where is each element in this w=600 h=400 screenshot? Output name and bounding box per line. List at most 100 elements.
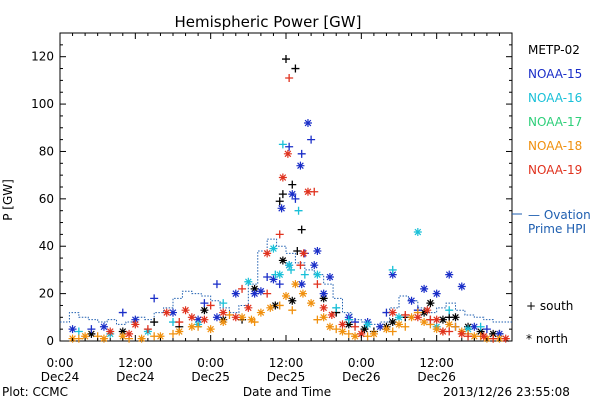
north-marker <box>388 318 397 327</box>
south-marker <box>150 294 159 303</box>
north-marker <box>118 332 127 341</box>
north-marker <box>275 270 284 279</box>
north-marker <box>269 275 278 284</box>
south-marker <box>288 180 297 189</box>
y-tick-label: 0 <box>46 334 54 348</box>
north-marker <box>476 327 485 336</box>
south-marker <box>313 280 322 289</box>
north-marker <box>376 322 385 331</box>
north-marker <box>288 296 297 305</box>
legend-item-noaa-15: NOAA-15 <box>528 67 582 81</box>
south-marker <box>194 322 203 331</box>
south-marker <box>476 322 485 331</box>
x-tick-label-date: Dec25 <box>267 370 306 384</box>
north-marker <box>423 306 432 315</box>
north-marker <box>244 277 253 286</box>
north-marker <box>219 308 228 317</box>
north-marker <box>327 310 336 319</box>
south-marker <box>118 308 127 317</box>
south-marker <box>263 273 272 282</box>
north-marker <box>310 261 319 270</box>
north-marker <box>307 299 316 308</box>
series-noaa-18 <box>68 280 504 343</box>
north-marker <box>256 308 265 317</box>
south-marker <box>445 313 454 322</box>
north-marker <box>338 320 347 329</box>
south-marker <box>363 332 372 341</box>
north-marker <box>288 190 297 199</box>
y-tick-label: 100 <box>31 97 54 111</box>
north-marker <box>438 327 447 336</box>
north-marker <box>407 296 416 305</box>
south-marker <box>388 327 397 336</box>
south-marker <box>293 246 302 255</box>
north-marker <box>319 303 328 312</box>
y-tick-label: 120 <box>31 50 54 64</box>
y-axis: 0 20 40 60 80 100 120 <box>31 44 512 348</box>
north-marker <box>106 327 115 336</box>
south-marker <box>225 310 234 319</box>
north-marker <box>250 284 259 293</box>
x-axis-label: Date and Time <box>243 385 331 399</box>
x-tick-label-date: Dec24 <box>41 370 80 384</box>
south-marker <box>296 261 305 270</box>
legend-ovation-label: — Ovation <box>528 208 591 222</box>
y-tick-label: 20 <box>39 287 54 301</box>
south-marker <box>464 332 473 341</box>
chart-title: Hemispheric Power [GW] <box>175 13 362 31</box>
south-marker <box>285 142 294 151</box>
north-marker <box>319 313 328 322</box>
south-marker <box>74 334 83 343</box>
north-marker <box>131 320 140 329</box>
south-marker <box>275 280 284 289</box>
south-marker <box>351 322 360 331</box>
y-tick-label: 80 <box>39 144 54 158</box>
south-marker <box>445 306 454 315</box>
south-marker <box>401 310 410 319</box>
north-marker <box>99 322 108 331</box>
y-tick-label: 60 <box>39 192 54 206</box>
x-tick-label-date: Dec25 <box>191 370 230 384</box>
north-marker <box>479 332 488 341</box>
south-marker <box>344 329 353 338</box>
south-marker <box>150 318 159 327</box>
north-marker <box>395 313 403 322</box>
south-marker <box>297 225 306 234</box>
south-marker <box>332 325 341 334</box>
south-marker <box>238 284 247 293</box>
north-marker <box>137 334 146 343</box>
north-marker <box>420 284 429 293</box>
north-marker <box>303 187 312 196</box>
north-marker <box>87 329 96 338</box>
x-tick-label-time: 12:00 <box>118 356 153 370</box>
legend-item-noaa-19: NOAA-19 <box>528 163 582 177</box>
north-marker <box>181 306 190 315</box>
south-marker <box>401 322 410 331</box>
north-marker <box>457 329 466 338</box>
south-marker <box>287 265 296 274</box>
north-marker <box>291 280 300 289</box>
north-marker <box>231 289 240 298</box>
south-marker <box>297 149 306 158</box>
north-marker <box>278 173 287 182</box>
legend-north-label: * north <box>526 332 568 346</box>
north-marker <box>489 329 498 338</box>
legend-item-noaa-17: NOAA-17 <box>528 115 582 129</box>
legend-ovation-label-2: Prime HPI <box>528 222 586 236</box>
x-tick-label-time: 0:00 <box>47 356 74 370</box>
north-marker <box>303 119 312 128</box>
south-marker <box>489 334 498 343</box>
south-marker <box>143 325 152 334</box>
north-marker <box>407 313 416 322</box>
x-tick-label-date: Dec26 <box>342 370 381 384</box>
north-marker <box>451 313 460 322</box>
north-marker <box>263 249 272 258</box>
south-marker <box>310 187 319 196</box>
north-marker <box>131 315 140 324</box>
ovation-prime-hpi-line <box>60 238 512 325</box>
x-tick-label-time: 12:00 <box>269 356 304 370</box>
legend-south-label: + south <box>526 299 573 313</box>
north-marker <box>360 325 369 334</box>
north-marker <box>118 327 127 336</box>
north-marker <box>296 161 305 170</box>
